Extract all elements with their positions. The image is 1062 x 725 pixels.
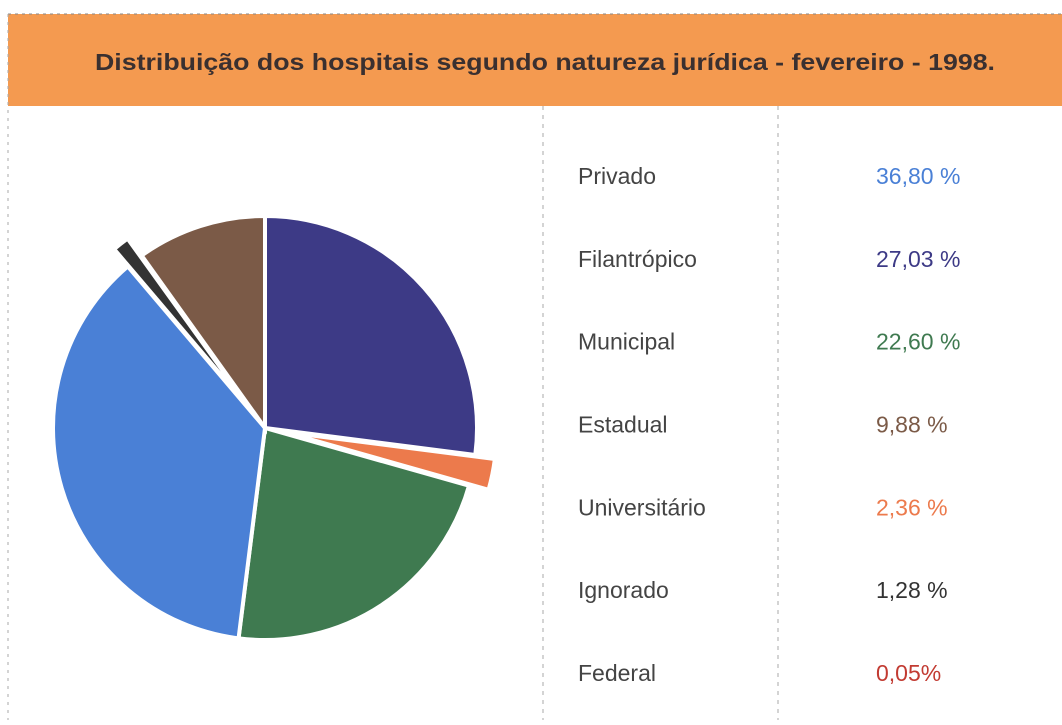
pie-slice <box>111 235 254 412</box>
legend-label: Federal <box>578 660 656 686</box>
legend-label: Estadual <box>578 411 668 437</box>
pie-slice <box>263 213 479 458</box>
value-label: 27,03 % <box>876 246 960 272</box>
value-label: 0,05% <box>876 660 941 686</box>
legend-label: Privado <box>578 163 656 189</box>
chart-title: Distribuição dos hospitais segundo natur… <box>95 49 995 75</box>
pie-slice <box>51 263 268 641</box>
legend-label: Ignorado <box>578 577 669 603</box>
legend-label: Municipal <box>578 329 675 355</box>
value-label: 1,28 % <box>876 577 948 603</box>
header-band <box>8 14 1062 106</box>
value-label: 36,80 % <box>876 163 960 189</box>
value-label: 9,88 % <box>876 411 948 437</box>
legend-label: Universitário <box>578 494 706 520</box>
value-label: 22,60 % <box>876 329 960 355</box>
pie-slice <box>236 425 472 642</box>
value-label: 2,36 % <box>876 494 948 520</box>
pie-slice <box>138 213 267 435</box>
legend-label: Filantrópico <box>578 246 697 272</box>
